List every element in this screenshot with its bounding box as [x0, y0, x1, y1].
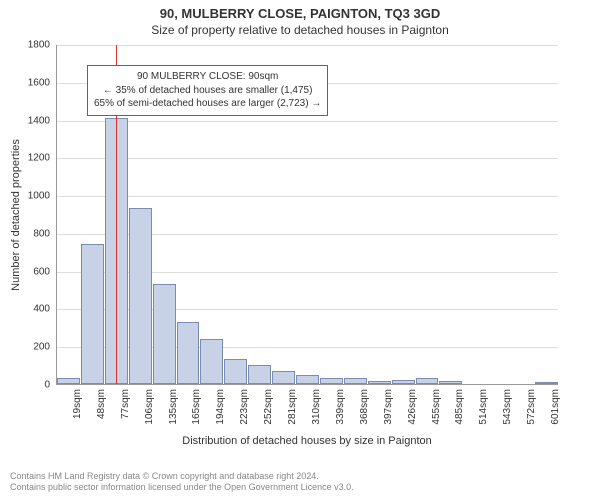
y-axis-tick-label: 400	[8, 304, 50, 315]
x-axis-tick-label: 397sqm	[383, 389, 394, 425]
histogram-bar	[57, 378, 80, 384]
x-axis-tick-label: 194sqm	[215, 389, 226, 425]
histogram-bar	[344, 378, 367, 384]
annotation-line: 90 MULBERRY CLOSE: 90sqm	[94, 70, 321, 84]
gridline	[57, 45, 558, 46]
x-axis-tick-label: 572sqm	[526, 389, 537, 425]
x-axis-tick-label: 426sqm	[407, 389, 418, 425]
x-axis-tick-label: 48sqm	[96, 389, 107, 419]
y-axis-tick-label: 1800	[8, 40, 50, 51]
gridline	[57, 158, 558, 159]
x-axis-tick-label: 77sqm	[120, 389, 131, 419]
y-axis-tick-label: 0	[8, 380, 50, 391]
histogram-bar	[535, 382, 558, 384]
page-title: 90, MULBERRY CLOSE, PAIGNTON, TQ3 3GD	[0, 6, 600, 21]
x-axis-tick-label: 455sqm	[431, 389, 442, 425]
footer-line: Contains public sector information licen…	[10, 482, 354, 494]
y-axis-tick-label: 200	[8, 342, 50, 353]
x-axis-tick-label: 310sqm	[311, 389, 322, 425]
histogram-bar	[392, 380, 415, 384]
x-axis-tick-label: 543sqm	[502, 389, 513, 425]
histogram-bar	[153, 284, 176, 384]
histogram-bar	[224, 359, 247, 384]
y-axis-tick-label: 800	[8, 228, 50, 239]
histogram-bar	[368, 381, 391, 384]
x-axis-tick-label: 281sqm	[287, 389, 298, 425]
y-axis-tick-label: 600	[8, 266, 50, 277]
y-axis-tick-label: 1400	[8, 115, 50, 126]
gridline	[57, 196, 558, 197]
x-axis-tick-label: 19sqm	[72, 389, 83, 419]
header: 90, MULBERRY CLOSE, PAIGNTON, TQ3 3GD Si…	[0, 0, 600, 37]
x-axis-tick-label: 165sqm	[191, 389, 202, 425]
y-axis-tick-label: 1200	[8, 153, 50, 164]
histogram-bar	[129, 208, 152, 384]
histogram-bar	[416, 378, 439, 384]
histogram-bar	[177, 322, 200, 384]
annotation-line: 65% of semi-detached houses are larger (…	[94, 97, 321, 111]
x-axis-tick-label: 368sqm	[359, 389, 370, 425]
marker-annotation: 90 MULBERRY CLOSE: 90sqm ← 35% of detach…	[87, 65, 328, 116]
histogram-bar	[81, 244, 104, 384]
histogram-bar	[439, 381, 462, 384]
annotation-line: ← 35% of detached houses are smaller (1,…	[94, 84, 321, 98]
x-axis-tick-label: 135sqm	[168, 389, 179, 425]
histogram-bar	[272, 371, 295, 384]
x-axis-tick-label: 485sqm	[454, 389, 465, 425]
histogram-bar	[296, 375, 319, 384]
page-subtitle: Size of property relative to detached ho…	[0, 23, 600, 37]
x-axis-tick-label: 223sqm	[239, 389, 250, 425]
x-axis-tick-label: 601sqm	[550, 389, 561, 425]
x-axis-tick-label: 106sqm	[144, 389, 155, 425]
gridline	[57, 121, 558, 122]
histogram-bar	[320, 378, 343, 384]
x-axis-title: Distribution of detached houses by size …	[56, 435, 558, 447]
footer-line: Contains HM Land Registry data © Crown c…	[10, 471, 354, 483]
footer: Contains HM Land Registry data © Crown c…	[10, 471, 354, 494]
histogram-bar	[248, 365, 271, 384]
x-axis-tick-label: 252sqm	[263, 389, 274, 425]
y-axis-tick-label: 1000	[8, 191, 50, 202]
x-axis-tick-label: 514sqm	[478, 389, 489, 425]
histogram-bar	[200, 339, 223, 384]
x-axis-tick-label: 339sqm	[335, 389, 346, 425]
y-axis-tick-label: 1600	[8, 77, 50, 88]
plot-area: 90 MULBERRY CLOSE: 90sqm ← 35% of detach…	[56, 45, 558, 385]
histogram-chart: Number of detached properties 90 MULBERR…	[56, 45, 578, 425]
